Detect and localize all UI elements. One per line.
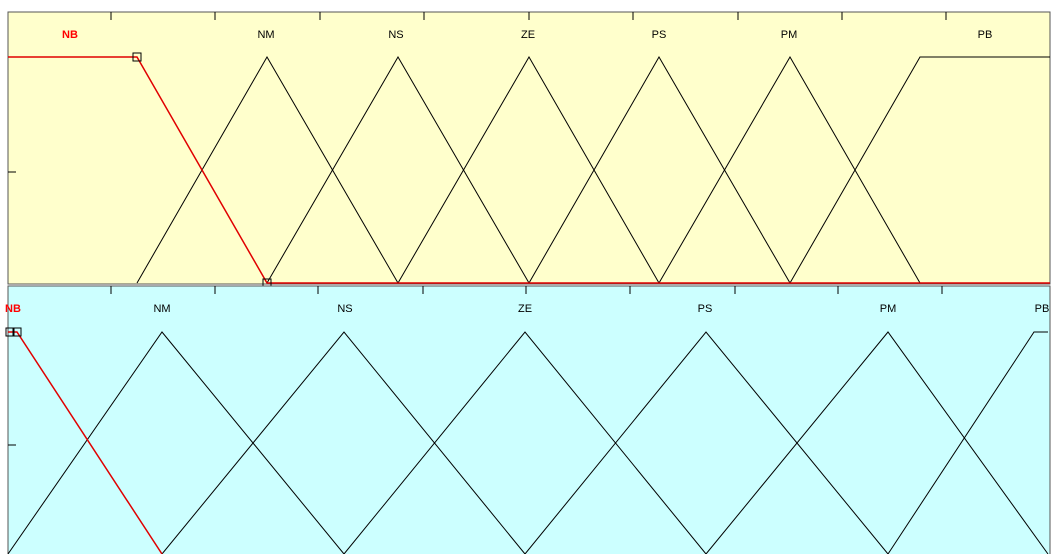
selected-mf-curve[interactable] [8,56,1050,284]
bottom-panel: NB NM NS ZE PS PM PB [5,285,1051,554]
top-axis-ticks [8,12,947,173]
mf-curve[interactable] [266,56,530,284]
mf-label[interactable]: NB [62,29,78,41]
mf-curve[interactable] [528,56,791,284]
mf-curve[interactable] [658,56,921,284]
mf-label[interactable]: PB [978,29,993,41]
mf-curve[interactable] [136,56,399,284]
mf-label[interactable]: NM [257,29,274,41]
mf-curve[interactable] [161,331,526,554]
mf-label[interactable]: PM [880,303,897,315]
mf-label[interactable]: PB [1035,303,1050,315]
top-panel: NB NM NS ZE PS PM PB [7,11,1051,288]
mf-label[interactable]: ZE [518,303,532,315]
mf-label[interactable]: NS [388,29,403,41]
mf-curve[interactable] [7,331,345,554]
mf-label[interactable]: NB [5,303,21,315]
selected-mf-curve[interactable] [8,331,163,554]
mf-label[interactable]: PS [698,303,713,315]
mf-curve[interactable] [397,56,660,284]
mf-curve[interactable] [705,331,1049,554]
mf-label[interactable]: PM [781,29,798,41]
bottom-plot-area[interactable] [7,285,1051,554]
bottom-axis-ticks [8,286,943,446]
handle[interactable] [12,327,22,337]
mf-label[interactable]: NS [337,303,352,315]
mf-curve[interactable] [524,331,889,554]
mf-label[interactable]: PS [652,29,667,41]
top-plot-area[interactable] [7,11,1051,285]
mf-curve[interactable] [343,331,707,554]
mf-label[interactable]: NM [153,303,170,315]
mf-curve[interactable] [887,331,1048,554]
handle[interactable] [132,52,142,62]
mf-label[interactable]: ZE [521,29,535,41]
mf-curve[interactable] [789,56,1050,284]
handle[interactable] [5,327,15,337]
